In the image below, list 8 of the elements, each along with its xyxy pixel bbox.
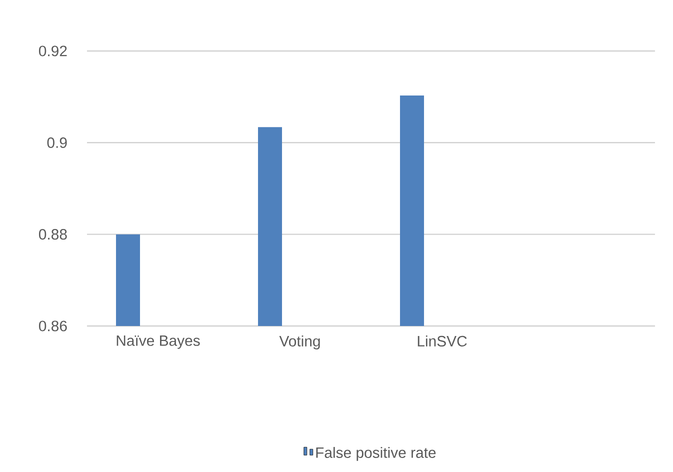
y-tick-label: 0.9 <box>47 137 67 148</box>
y-tick-label: 0.86 <box>38 320 67 332</box>
y-tick-label: 0.88 <box>38 229 67 240</box>
y-tick-label: 0.92 <box>38 46 67 56</box>
x-tick-label: Naïve Bayes <box>116 336 200 349</box>
x-tick-label: Voting <box>279 336 320 350</box>
x-tick-label: LinSVC <box>418 336 467 346</box>
legend-label: False positive rate <box>316 446 436 461</box>
